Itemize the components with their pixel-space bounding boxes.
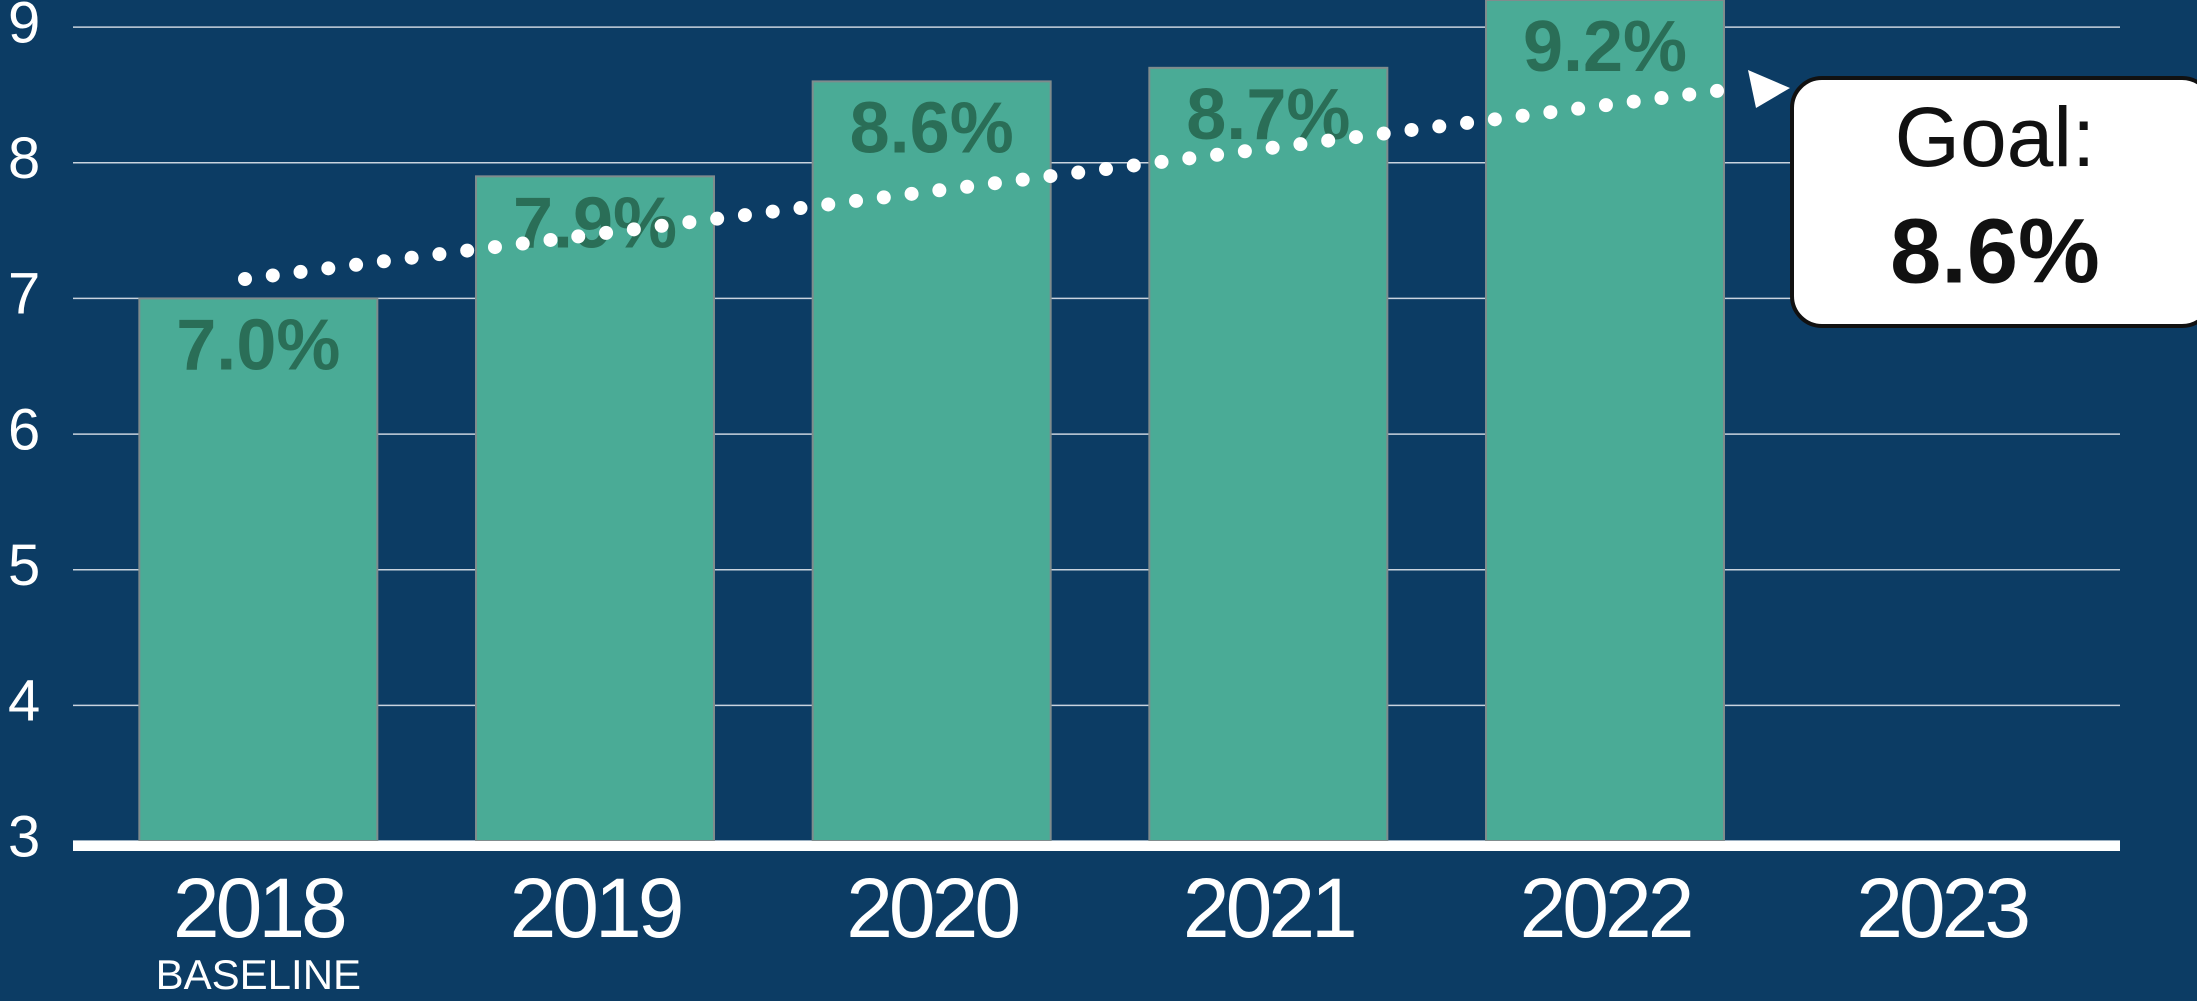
bar xyxy=(475,175,715,843)
y-tick-label: 9 xyxy=(8,0,40,55)
y-tick-label: 4 xyxy=(8,669,40,734)
value-label: 9.2% xyxy=(1523,7,1687,87)
trend-arrow-head xyxy=(1748,70,1790,108)
y-tick-label: 8 xyxy=(8,126,40,191)
bar xyxy=(138,297,379,842)
bar xyxy=(1148,66,1389,843)
x-tick-label: 2022 xyxy=(1520,861,1691,955)
goal-callout: Goal: 8.6% xyxy=(1790,76,2197,328)
x-tick-label: 2019 xyxy=(510,861,681,955)
y-tick-label: 3 xyxy=(8,804,40,869)
x-tick-label: 2021 xyxy=(1183,861,1354,955)
y-tick-label: 5 xyxy=(8,533,40,598)
value-label: 7.0% xyxy=(176,305,340,385)
goal-value: 8.6% xyxy=(1890,200,2100,302)
value-label: 8.6% xyxy=(850,88,1014,168)
goal-box xyxy=(1790,76,2197,328)
x-tick-label: 2020 xyxy=(846,861,1018,955)
x-tick-sublabel: BASELINE xyxy=(156,951,361,998)
bar xyxy=(811,80,1052,843)
bar xyxy=(1485,0,1725,842)
y-tick-label: 6 xyxy=(8,397,40,462)
y-tick-label: 7 xyxy=(8,262,40,327)
trend-arrow-line xyxy=(238,81,1747,286)
goal-label: Goal: xyxy=(1895,90,2096,184)
x-tick-label: 2023 xyxy=(1856,861,2028,955)
x-tick-label: 2018 xyxy=(173,861,345,955)
value-label: 7.9% xyxy=(513,183,677,263)
